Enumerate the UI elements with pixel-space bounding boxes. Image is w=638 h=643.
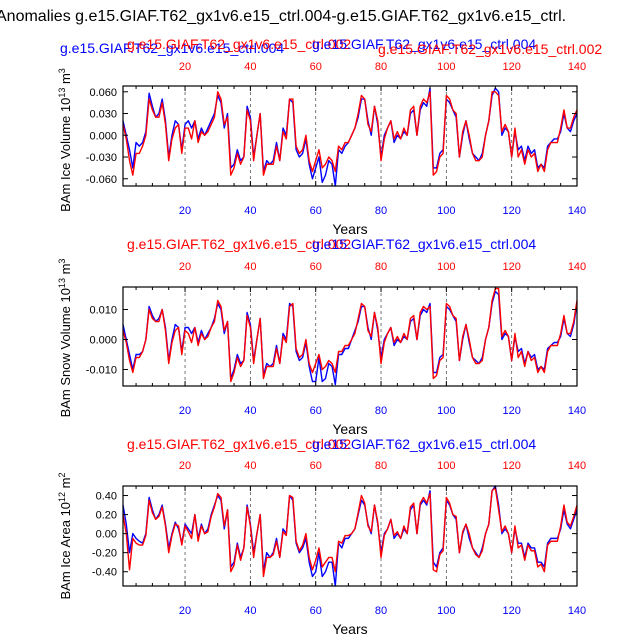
top-tick-label: 140	[568, 261, 586, 273]
bottom-tick-label: 140	[568, 405, 586, 417]
panel-title-title-red-left: g.e15.GIAF.T62_gx1v6.e15_ctrl.002	[127, 236, 351, 252]
y-axis-label: BAm Ice Area 1012 m2	[57, 472, 73, 599]
bottom-tick-label: 60	[310, 405, 322, 417]
bottom-tick-label: 120	[502, 605, 520, 617]
y-axis-label-text: BAm Snow Volume 10	[58, 288, 73, 417]
bottom-tick-label: 60	[310, 205, 322, 217]
panel-title-title-blue-center: g.e15.GIAF.T62_gx1v6.e15_ctrl.004	[312, 36, 536, 52]
y-tick-label: 0.060	[89, 87, 117, 99]
x-axis-label: Years	[332, 621, 367, 637]
bottom-tick-label: 20	[179, 605, 191, 617]
bottom-tick-label: 20	[179, 405, 191, 417]
top-tick-label: 20	[179, 460, 191, 472]
top-tick-label: 140	[568, 61, 586, 73]
y-axis-label-unit: m	[58, 477, 73, 491]
top-tick-label: 60	[310, 61, 322, 73]
y-axis-label-unit-exponent: 3	[57, 259, 67, 264]
panel-title-title-red-left: g.e15.GIAF.T62_gx1v6.e15_ctrl.002	[127, 436, 351, 452]
top-tick-label: 60	[310, 460, 322, 472]
bottom-tick-label: 80	[375, 605, 387, 617]
bottom-tick-label: 40	[244, 205, 256, 217]
top-tick-label: 100	[437, 61, 455, 73]
top-tick-label: 40	[244, 61, 256, 73]
y-axis-label-exponent: 13	[57, 88, 67, 98]
chart-panel-3: g.e15.GIAF.T62_gx1v6.e15_ctrl.002g.e15.G…	[57, 436, 586, 637]
top-tick-label: 80	[375, 460, 387, 472]
y-tick-label: 0.20	[96, 510, 117, 522]
x-axis-label: Years	[332, 421, 367, 437]
y-tick-label: 0.40	[96, 491, 117, 503]
y-axis-label-exponent: 13	[57, 278, 67, 288]
plot-frame	[122, 485, 578, 587]
top-tick-label: 20	[179, 61, 191, 73]
top-tick-label: 120	[502, 460, 520, 472]
y-tick-label: -0.20	[92, 548, 117, 560]
y-tick-label: 0.030	[89, 109, 117, 121]
bottom-tick-label: 40	[244, 605, 256, 617]
top-tick-label: 80	[375, 61, 387, 73]
y-axis-label-unit-exponent: 3	[57, 68, 67, 73]
bottom-tick-label: 20	[179, 205, 191, 217]
y-axis-label-exponent: 12	[57, 492, 67, 502]
chart-panel-2: g.e15.GIAF.T62_gx1v6.e15_ctrl.002g.e15.G…	[57, 236, 586, 437]
bottom-tick-label: 100	[437, 205, 455, 217]
bottom-tick-label: 60	[310, 605, 322, 617]
top-tick-label: 60	[310, 261, 322, 273]
bottom-tick-label: 100	[437, 405, 455, 417]
y-axis-label-unit: m	[58, 264, 73, 278]
series-line-red	[122, 487, 578, 578]
bottom-tick-label: 120	[502, 205, 520, 217]
bottom-tick-label: 100	[437, 605, 455, 617]
y-axis-label: BAm Ice Volume 1013 m3	[57, 68, 73, 212]
series-line-red	[122, 91, 578, 176]
panel-title-title-left: g.e15.GIAF.T62_gx1v6.e15_ctrl.004	[60, 40, 284, 56]
top-tick-label: 100	[437, 261, 455, 273]
bottom-tick-label: 140	[568, 605, 586, 617]
y-axis-label-unit: m	[58, 73, 73, 87]
y-tick-label: -0.060	[86, 174, 117, 186]
panel-title-title-right: g.e15.GIAF.T62_gx1v6.e15_ctrl.002	[378, 41, 602, 57]
bottom-tick-label: 80	[375, 205, 387, 217]
series-line-red	[122, 287, 578, 383]
y-axis-label-text: BAm Ice Area 10	[58, 502, 73, 600]
top-tick-label: 120	[502, 261, 520, 273]
page-title: Anomalies g.e15.GIAF.T62_gx1v6.e15_ctrl.…	[0, 8, 566, 25]
top-tick-label: 100	[437, 460, 455, 472]
y-axis-label: BAm Snow Volume 1013 m3	[57, 259, 73, 418]
y-tick-label: -0.030	[86, 152, 117, 164]
bottom-tick-label: 140	[568, 205, 586, 217]
bottom-tick-label: 120	[502, 405, 520, 417]
panel-title-title-blue-right: g.e15.GIAF.T62_gx1v6.e15_ctrl.004	[312, 436, 536, 452]
top-tick-label: 140	[568, 460, 586, 472]
x-axis-label: Years	[332, 221, 367, 237]
y-axis-label-text: BAm Ice Volume 10	[58, 98, 73, 212]
y-axis-label-unit-exponent: 2	[57, 472, 67, 477]
top-tick-label: 40	[244, 261, 256, 273]
panel-title-title-blue-right: g.e15.GIAF.T62_gx1v6.e15_ctrl.004	[312, 236, 536, 252]
bottom-tick-label: 80	[375, 405, 387, 417]
bottom-tick-label: 40	[244, 405, 256, 417]
y-tick-label: 0.00	[96, 529, 117, 541]
y-tick-label: 0.000	[89, 335, 117, 347]
top-tick-label: 40	[244, 460, 256, 472]
plot-frame	[122, 85, 578, 187]
chart-panel-1: g.e15.GIAF.T62_gx1v6.e15_ctrl.004g.e15.G…	[57, 36, 602, 237]
y-tick-label: -0.010	[86, 365, 117, 377]
top-tick-label: 80	[375, 261, 387, 273]
y-tick-label: -0.40	[92, 567, 117, 579]
y-tick-label: 0.010	[89, 305, 117, 317]
plot-frame	[122, 286, 578, 387]
top-tick-label: 120	[502, 61, 520, 73]
panel-title-title-red-overlap: g.e15.GIAF.T62_gx1v6.e15_ctrl.002	[127, 36, 351, 52]
top-tick-label: 20	[179, 261, 191, 273]
y-tick-label: 0.000	[89, 130, 117, 142]
